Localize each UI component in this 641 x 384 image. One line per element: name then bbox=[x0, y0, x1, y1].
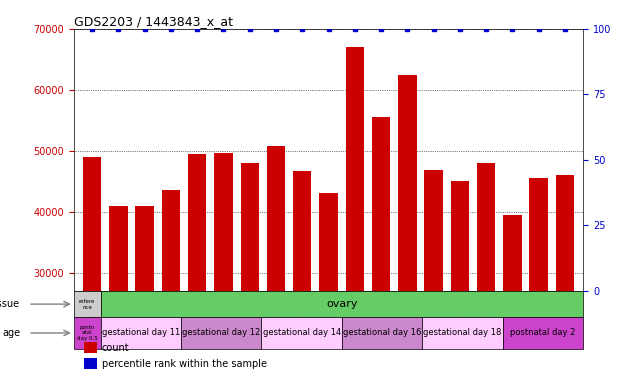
Bar bbox=[109, 206, 128, 384]
Text: gestational day 14: gestational day 14 bbox=[263, 328, 341, 338]
Text: ovary: ovary bbox=[326, 299, 358, 309]
Bar bbox=[162, 190, 180, 384]
Bar bbox=[503, 317, 583, 349]
Text: gestational day 18: gestational day 18 bbox=[424, 328, 502, 338]
Text: refere
nce: refere nce bbox=[79, 299, 96, 310]
Text: percentile rank within the sample: percentile rank within the sample bbox=[102, 359, 267, 369]
Text: gestational day 12: gestational day 12 bbox=[182, 328, 260, 338]
Bar bbox=[74, 317, 101, 349]
Bar bbox=[293, 171, 312, 384]
Bar bbox=[240, 163, 259, 384]
Text: GDS2203 / 1443843_x_at: GDS2203 / 1443843_x_at bbox=[74, 15, 233, 28]
Bar bbox=[503, 215, 522, 384]
Bar bbox=[477, 163, 495, 384]
Bar bbox=[74, 291, 101, 317]
Bar bbox=[262, 317, 342, 349]
Bar bbox=[84, 358, 97, 369]
Bar bbox=[342, 317, 422, 349]
Bar bbox=[83, 157, 101, 384]
Bar bbox=[556, 175, 574, 384]
Bar bbox=[422, 317, 503, 349]
Bar bbox=[84, 343, 97, 353]
Text: postnatal day 2: postnatal day 2 bbox=[510, 328, 576, 338]
Bar bbox=[181, 317, 262, 349]
Bar bbox=[451, 181, 469, 384]
Text: gestational day 16: gestational day 16 bbox=[343, 328, 421, 338]
Text: count: count bbox=[102, 343, 129, 353]
Text: postn
atal
day 0.5: postn atal day 0.5 bbox=[77, 324, 97, 341]
Bar bbox=[214, 152, 233, 384]
Bar bbox=[188, 154, 206, 384]
Bar bbox=[424, 170, 443, 384]
Bar bbox=[529, 178, 548, 384]
Bar bbox=[398, 74, 417, 384]
Bar bbox=[345, 47, 364, 384]
Text: gestational day 11: gestational day 11 bbox=[102, 328, 180, 338]
Bar bbox=[372, 117, 390, 384]
Bar bbox=[101, 317, 181, 349]
Text: age: age bbox=[2, 328, 20, 338]
Bar bbox=[135, 206, 154, 384]
Bar bbox=[267, 146, 285, 384]
Bar bbox=[319, 194, 338, 384]
Text: tissue: tissue bbox=[0, 299, 20, 309]
